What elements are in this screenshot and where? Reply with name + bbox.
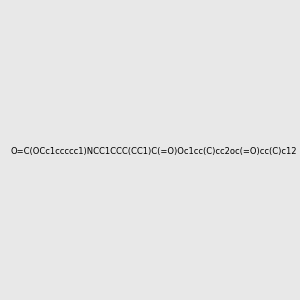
Text: O=C(OCc1ccccc1)NCC1CCC(CC1)C(=O)Oc1cc(C)cc2oc(=O)cc(C)c12: O=C(OCc1ccccc1)NCC1CCC(CC1)C(=O)Oc1cc(C)… xyxy=(11,147,297,156)
